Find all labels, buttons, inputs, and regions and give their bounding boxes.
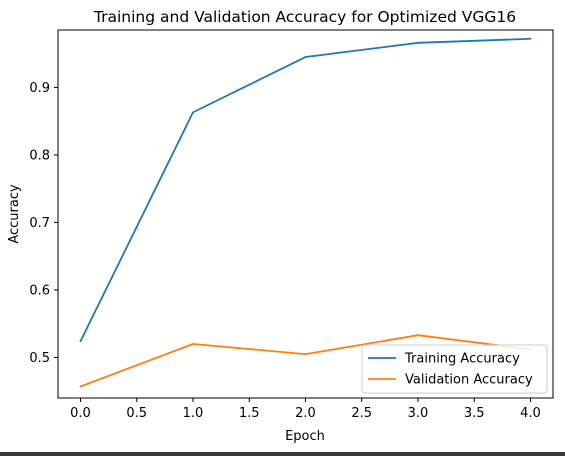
y-tick-label: 0.9 [29,81,50,96]
y-axis-label: Accuracy [7,184,22,244]
window-bottom-border [0,452,565,456]
data-point-1-3 [417,334,419,337]
data-point-0-1 [192,111,194,114]
x-tick-label: 0.5 [126,406,147,421]
series-line-0 [79,37,531,342]
x-tick-label: 3.0 [408,406,429,421]
data-point-0-4 [529,37,532,40]
data-point-1-1 [192,343,194,345]
legend-label-1: Validation Accuracy [405,373,533,388]
x-tick-label: 1.0 [183,406,204,421]
y-tick-label: 0.6 [29,283,50,298]
y-axis-ticks: 0.5 0.6 0.7 0.8 0.9 [29,81,58,366]
x-tick-label: 1.5 [239,406,260,421]
legend-box [361,344,548,394]
x-axis-label: Epoch [285,429,325,444]
x-tick-label: 2.0 [295,406,316,421]
data-point-0-0 [79,340,82,343]
chart-title: Training and Validation Accuracy for Opt… [93,8,516,26]
data-point-1-0 [79,385,82,388]
data-point-0-3 [417,41,419,44]
legend: Training Accuracy Validation Accuracy [361,344,548,394]
data-point-1-2 [304,353,307,356]
x-tick-label: 4.0 [520,406,541,421]
y-tick-label: 0.7 [29,216,50,231]
x-axis-ticks: 0.0 0.5 1.0 1.5 2.0 2.5 3.0 3.5 4.0 [70,398,541,421]
x-tick-label: 3.5 [464,406,485,421]
y-tick-label: 0.8 [29,148,50,163]
legend-label-0: Training Accuracy [404,352,520,367]
y-tick-label: 0.5 [29,351,50,366]
plot-area [79,37,532,388]
x-tick-label: 2.5 [351,406,372,421]
data-point-0-2 [304,56,307,58]
x-tick-label: 0.0 [70,406,91,421]
